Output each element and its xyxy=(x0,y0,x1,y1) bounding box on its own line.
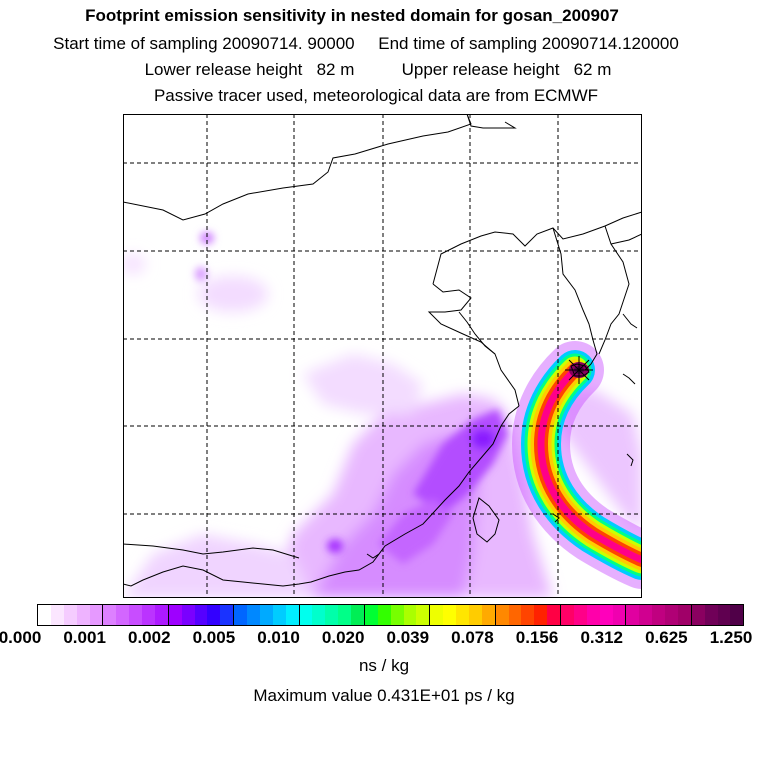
colorbar-segment xyxy=(534,605,548,625)
colorbar-segment xyxy=(89,605,104,625)
star-icon xyxy=(565,356,593,384)
colorbar-segment xyxy=(691,605,705,625)
colorbar-segment xyxy=(154,605,169,625)
colorbar-tick-label: 0.312 xyxy=(580,628,623,647)
colorbar-segment xyxy=(181,605,195,625)
colorbar xyxy=(37,604,744,626)
colorbar-segment xyxy=(338,605,351,625)
colorbar-segment xyxy=(377,605,391,625)
colorbar-segment xyxy=(272,605,286,625)
colorbar-segment xyxy=(194,605,208,625)
colorbar-tick-label: 1.250 xyxy=(709,628,753,647)
colorbar-segment xyxy=(626,605,640,625)
colorbar-segment xyxy=(561,605,574,625)
colorbar-segment xyxy=(430,605,444,625)
colorbar-segment xyxy=(403,605,417,625)
colorbar-segment xyxy=(573,605,587,625)
colorbar-segment xyxy=(443,605,456,625)
colorbar-segment xyxy=(220,605,235,625)
sampling-start: Start time of sampling 20090714. 90000 xyxy=(53,34,355,53)
colorbar-segment xyxy=(50,605,64,625)
footprint-map xyxy=(123,114,642,598)
colorbar-segment xyxy=(76,605,90,625)
colorbar-segment xyxy=(677,605,692,625)
lower-release-height: Lower release height 82 m xyxy=(144,60,355,79)
colorbar-segment xyxy=(351,605,365,625)
colorbar-segment xyxy=(325,605,339,625)
colorbar-segment xyxy=(456,605,469,625)
map-canvas xyxy=(123,114,642,598)
colorbar-segment xyxy=(38,605,51,625)
colorbar-segment xyxy=(481,605,496,625)
colorbar-segment xyxy=(652,605,665,625)
colorbar-segment xyxy=(142,605,155,625)
colorbar-segment xyxy=(730,605,744,625)
sampling-times: Start time of sampling 20090714. 90000 E… xyxy=(0,34,750,54)
map-grid xyxy=(123,114,642,598)
colorbar-segment xyxy=(312,605,326,625)
colorbar-segment xyxy=(717,605,731,625)
colorbar-segment xyxy=(612,605,627,625)
colorbar-segment xyxy=(665,605,678,625)
colorbar-segment xyxy=(285,605,300,625)
colorbar-segment xyxy=(586,605,600,625)
maximum-value: Maximum value 0.431E+01 ps / kg xyxy=(253,686,515,705)
colorbar-segment xyxy=(259,605,273,625)
colorbar-tick-label: 0.078 xyxy=(451,628,494,647)
colorbar-segment xyxy=(468,605,482,625)
colorbar-tick-label: 0.000 xyxy=(0,628,42,647)
map-border xyxy=(123,114,642,598)
colorbar-segment xyxy=(207,605,221,625)
colorbar-tick-label: 0.156 xyxy=(515,628,559,647)
tracer-note: Passive tracer used, meteorological data… xyxy=(153,86,599,105)
colorbar-segment xyxy=(508,605,522,625)
medium-sensitivity-field xyxy=(195,232,508,564)
release-heights: Lower release height 82 m Upper release … xyxy=(0,60,762,80)
colorbar-segment xyxy=(168,605,182,625)
colorbar-segment xyxy=(63,605,77,625)
colorbar-tick-label: 0.001 xyxy=(63,628,106,647)
colorbar-segment xyxy=(521,605,535,625)
colorbar-segment xyxy=(547,605,561,625)
plot-title: Footprint emission sensitivity in nested… xyxy=(85,6,619,25)
colorbar-tick-label: 0.010 xyxy=(257,628,300,647)
colorbar-tick-label: 0.005 xyxy=(192,628,236,647)
colorbar-segment xyxy=(116,605,130,625)
sampling-end: End time of sampling 20090714.120000 xyxy=(378,34,679,53)
colorbar-segment xyxy=(495,605,509,625)
colorbar-tick-label: 0.020 xyxy=(321,628,365,647)
plume xyxy=(511,341,642,589)
colorbar-tick-labels: 0.000 0.001 0.002 0.005 0.010 0.020 0.039 0.078… xyxy=(0,628,768,650)
colorbar-segment xyxy=(129,605,142,625)
colorbar-segment xyxy=(364,605,378,625)
colorbar-segment xyxy=(103,605,117,625)
colorbar-segment xyxy=(390,605,404,625)
units-label: ns / kg xyxy=(358,656,410,675)
colorbar-segment xyxy=(234,605,247,625)
colorbar-tick-label: 0.002 xyxy=(127,628,171,647)
colorbar-segment xyxy=(299,605,313,625)
colorbar-segment xyxy=(247,605,260,625)
colorbar-segment xyxy=(704,605,718,625)
colorbar-tick-label: 0.625 xyxy=(645,628,688,647)
colorbar-segment xyxy=(416,605,431,625)
colorbar-segment xyxy=(599,605,613,625)
colorbar-tick-label: 0.039 xyxy=(386,628,430,647)
colorbar-segment xyxy=(639,605,653,625)
upper-release-height: Upper release height 62 m xyxy=(401,60,612,79)
coastlines xyxy=(123,114,642,587)
low-sensitivity-field xyxy=(123,254,642,598)
